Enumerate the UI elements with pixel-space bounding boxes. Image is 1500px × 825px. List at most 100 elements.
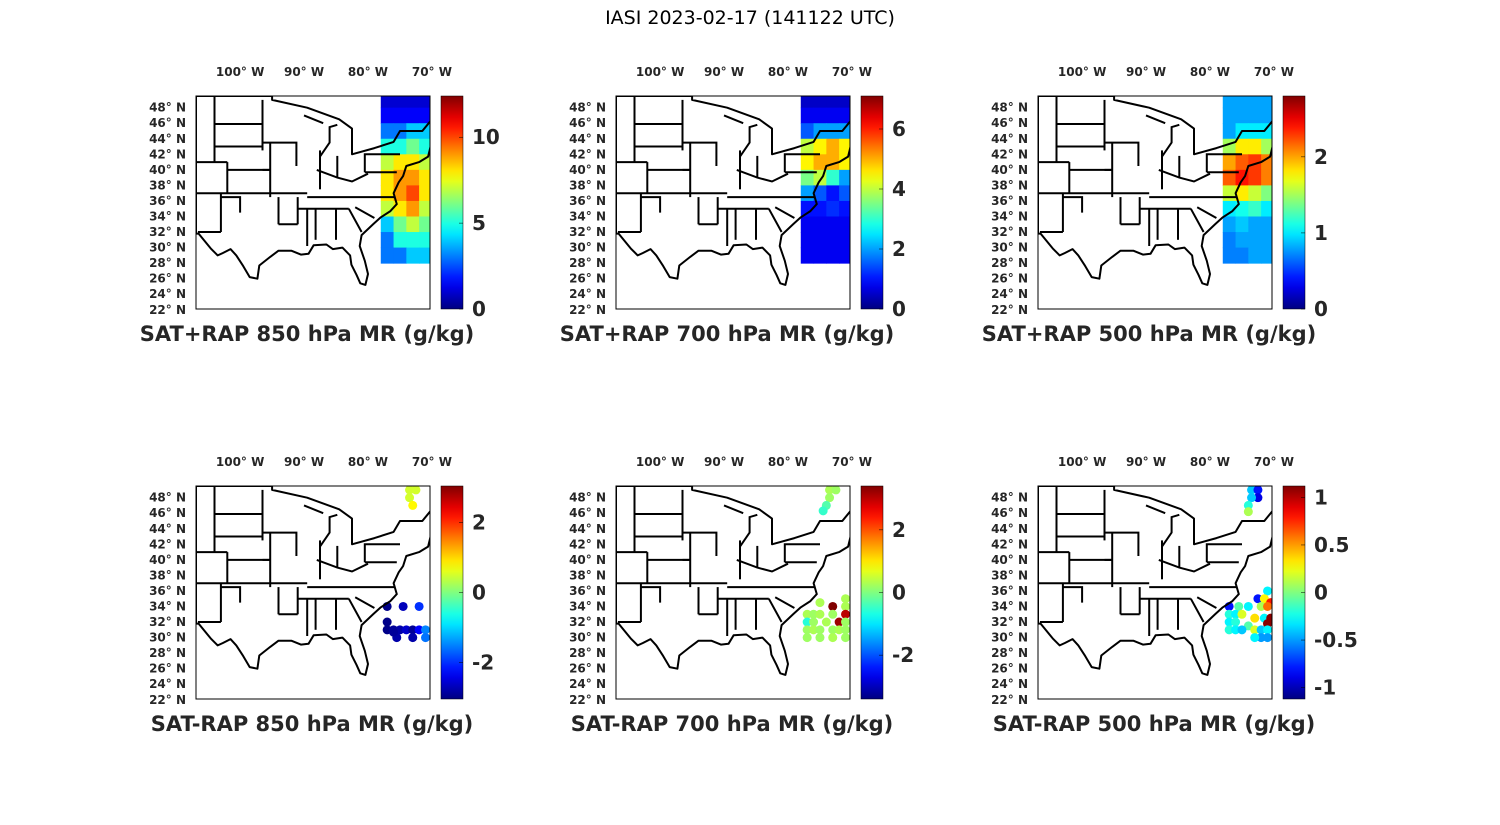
data-point: [825, 493, 835, 503]
state-border: [1196, 596, 1217, 609]
data-cell: [419, 107, 430, 124]
data-cell: [839, 107, 850, 124]
data-point: [841, 617, 850, 627]
colorbar: [1282, 95, 1306, 310]
lat-tick-label: 42° N: [991, 537, 1028, 551]
data-point: [1256, 625, 1266, 635]
state-border: [1145, 504, 1166, 515]
data-cell: [1235, 232, 1249, 249]
data-cell: [839, 216, 850, 233]
data-point: [405, 486, 415, 495]
data-point: [408, 625, 418, 635]
panel-title: SAT+RAP 850 hPa MR (g/kg): [140, 322, 474, 346]
lat-tick-label: 44° N: [149, 132, 186, 146]
data-cell: [813, 232, 827, 249]
map-plot: 100° W 90° W 80° W 70° W 48° N46° N 44° N42° …: [569, 455, 914, 736]
data-point: [809, 617, 819, 627]
map-frame: [195, 485, 431, 700]
data-point: [828, 609, 838, 619]
state-border: [220, 586, 242, 603]
panel-title: SAT-RAP 850 hPa MR (g/kg): [151, 712, 474, 736]
data-cell: [419, 200, 430, 217]
state-border: [1104, 531, 1140, 556]
data-point: [1243, 500, 1253, 510]
lat-tick-label: 38° N: [569, 568, 606, 582]
colorbar: [440, 95, 464, 310]
data-cell: [419, 169, 430, 186]
state-border: [739, 123, 758, 158]
data-cell: [380, 123, 395, 140]
data-cell: [813, 138, 827, 155]
data-point: [1224, 625, 1234, 635]
lat-tick-label: 26° N: [991, 272, 1028, 286]
map-panel-5: 100° W 90° W 80° W 70° W 48° N 46° N 44° N 42° …: [540, 450, 940, 750]
lon-tick-label: 100° W: [1058, 65, 1106, 79]
lat-tick-label: 34° N: [991, 599, 1028, 613]
state-border: [319, 123, 338, 158]
state-border: [1104, 141, 1140, 166]
data-point: [1250, 633, 1260, 643]
data-cell: [1248, 247, 1262, 264]
data-cell: [826, 185, 840, 202]
data-cell: [419, 154, 430, 171]
map-frame: [615, 485, 851, 700]
data-point: [1250, 613, 1260, 623]
data-cell: [826, 107, 840, 124]
lon-tick-label: 80° W: [768, 455, 808, 469]
data-cell: [800, 138, 815, 155]
lat-tick-label: 48° N: [569, 101, 606, 115]
colorbar-tick-label: 1: [1314, 485, 1328, 509]
figure-title: IASI 2023-02-17 (141122 UTC): [605, 7, 895, 29]
data-cell: [406, 185, 420, 202]
data-cell: [1222, 200, 1237, 217]
data-cell: [1261, 185, 1272, 202]
data-cell: [406, 107, 420, 124]
state-border: [640, 586, 662, 603]
lon-tick-label: 100° W: [636, 65, 684, 79]
data-cell: [813, 216, 827, 233]
data-cell: [826, 138, 840, 155]
data-point: [421, 625, 430, 635]
data-cell: [406, 200, 420, 217]
data-point: [1253, 486, 1263, 495]
lat-tick-label: 30° N: [149, 241, 186, 255]
state-border: [303, 504, 324, 515]
data-cell: [406, 216, 420, 233]
map-plot: 100° W 90° W 80° W 70° W 48° N46° N 44° N42° …: [149, 455, 494, 736]
lat-tick-label: 42° N: [149, 147, 186, 161]
data-cell: [419, 123, 430, 140]
lon-tick-label: 80° W: [348, 455, 388, 469]
lat-tick-label: 38° N: [569, 178, 606, 192]
data-point: [1231, 617, 1241, 627]
data-point: [841, 594, 850, 604]
data-cell: [1261, 138, 1272, 155]
data-cell: [419, 96, 430, 109]
data-point: [1231, 625, 1241, 635]
data-cell: [800, 96, 815, 109]
data-cell: [826, 216, 840, 233]
lat-tick-label: 34° N: [569, 599, 606, 613]
data-cell: [1261, 216, 1272, 233]
lat-tick-label: 30° N: [149, 631, 186, 645]
data-cell: [393, 138, 407, 155]
data-point: [821, 617, 831, 627]
data-cell: [1235, 247, 1249, 264]
data-point: [802, 625, 812, 635]
state-border: [1205, 543, 1242, 563]
lon-tick-label: 100° W: [216, 455, 264, 469]
data-point: [1224, 617, 1234, 627]
data-cell: [800, 123, 815, 140]
lat-tick-label: 32° N: [991, 615, 1028, 629]
data-point: [1243, 601, 1253, 611]
data-cell: [380, 232, 395, 249]
data-cell: [839, 123, 850, 140]
data-cell: [813, 96, 827, 109]
colorbar-tick-label: 0: [892, 297, 906, 321]
map-panel-6: 100° W 90° W 80° W 70° W 48° N 46° N 44° N 42° …: [962, 450, 1362, 750]
colorbar-tick-label: 0: [892, 581, 906, 605]
colorbar-tick-label: 1: [1314, 221, 1328, 245]
lat-tick-label: 36° N: [569, 584, 606, 598]
map-frame: [195, 95, 431, 310]
data-point: [802, 633, 812, 643]
data-cell: [380, 200, 395, 217]
